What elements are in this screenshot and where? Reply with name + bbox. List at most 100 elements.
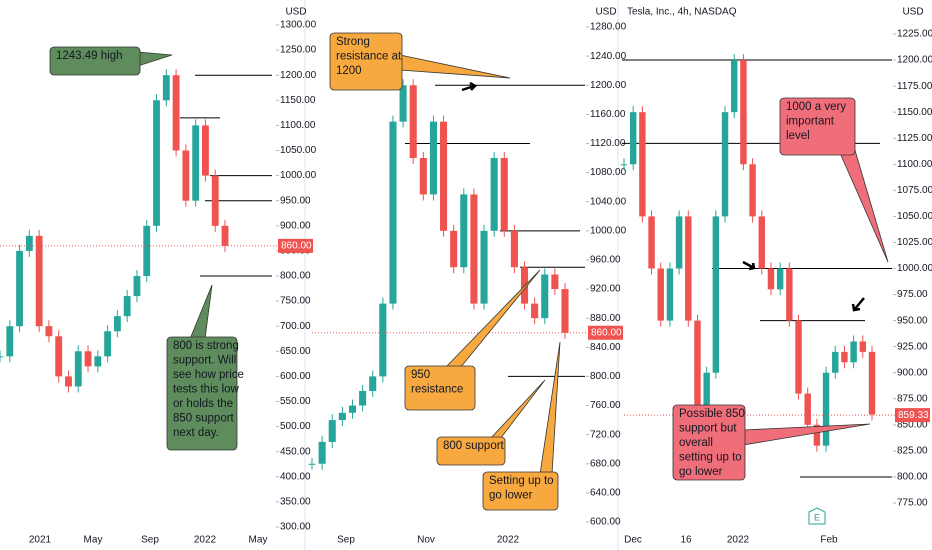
candle (419, 158, 427, 195)
candle (731, 60, 738, 113)
callout-box (779, 97, 856, 156)
candle (531, 303, 539, 319)
candle (133, 276, 141, 297)
candle (308, 463, 316, 465)
callout-text: 950 (411, 369, 430, 381)
y-tick-label: 950.00 (897, 315, 928, 326)
candle (65, 376, 72, 387)
price-tag (588, 325, 623, 340)
candle (328, 420, 336, 442)
y-tick-label: 1040.00 (590, 196, 627, 207)
callout-text: next day. (173, 427, 219, 439)
y-tick-label: 350.00 (280, 497, 311, 508)
candle (429, 121, 437, 195)
callout-text: support. Will (173, 355, 236, 367)
candle (153, 100, 160, 226)
y-tick-label: 600.00 (280, 371, 311, 382)
y-tick-label: 1240.00 (590, 51, 627, 62)
candle (703, 372, 710, 425)
y-tick-label: 550.00 (280, 396, 311, 407)
x-tick-label: 2021 (29, 535, 52, 546)
candle (143, 225, 151, 276)
y-tick-label: 1000.00 (280, 170, 317, 181)
y-tick-label: 700.00 (280, 321, 311, 332)
y-tick-label: 800.00 (897, 472, 928, 483)
candle (712, 216, 720, 373)
y-tick-label: 950.00 (280, 195, 311, 206)
candle (822, 372, 830, 446)
y-tick-label: 960.00 (590, 255, 621, 266)
callout-text: 800 support (443, 440, 505, 452)
earnings-icon[interactable]: E (808, 507, 826, 525)
candle (182, 150, 190, 201)
candle (440, 121, 448, 231)
y-tick-label: 680.00 (590, 458, 621, 469)
price-tag-label: 860.00 (281, 241, 312, 252)
candle (510, 230, 518, 268)
x-tick-label: Sep (141, 535, 159, 546)
candle (55, 336, 63, 377)
x-tick-label: Feb (820, 535, 838, 546)
candle (359, 390, 367, 406)
callout-text: 1000 a very (786, 101, 846, 113)
callout-text: setting up to (679, 452, 742, 464)
currency-label: USD (285, 7, 306, 18)
y-tick-label: 1080.00 (590, 167, 627, 178)
callout-text: Possible 850 (679, 408, 745, 420)
y-tick-label: 825.00 (897, 446, 928, 457)
candle (25, 235, 33, 251)
y-tick-label: 1100.00 (897, 159, 932, 170)
y-tick-label: 1075.00 (897, 185, 932, 196)
candle (221, 225, 229, 246)
candle (490, 158, 498, 231)
callout-text: 1200 (336, 65, 362, 77)
candle (369, 376, 377, 391)
earnings-icon-letter: E (814, 512, 820, 522)
candle (666, 268, 674, 321)
y-tick-label: 920.00 (590, 284, 621, 295)
callout-text: resistance (411, 384, 463, 396)
y-tick-label: 640.00 (590, 488, 621, 499)
y-tick-label: 1175.00 (897, 81, 932, 92)
x-tick-label: Sep (337, 535, 355, 546)
y-tick-label: 650.00 (280, 346, 311, 357)
x-tick-label: May (84, 535, 103, 546)
y-tick-label: 450.00 (280, 446, 311, 457)
y-tick-label: 600.00 (590, 517, 621, 528)
candle (16, 250, 23, 327)
y-tick-label: 925.00 (897, 341, 928, 352)
candle (749, 164, 756, 217)
candle (480, 230, 488, 304)
callout-box (329, 32, 403, 91)
candle (409, 85, 417, 159)
y-tick-label: 1225.00 (897, 29, 932, 40)
candle (84, 351, 92, 367)
candle (113, 316, 121, 332)
callout-text: see how price (173, 369, 244, 381)
candle (172, 75, 180, 151)
y-tick-label: 900.00 (280, 220, 311, 231)
x-tick-label: 16 (680, 535, 692, 546)
price-tag (895, 408, 930, 423)
currency-label: USD (902, 7, 923, 18)
callout-text: overall (679, 437, 713, 449)
arrow-icon (461, 81, 478, 92)
callout-box (49, 46, 141, 76)
y-tick-label: 1200.00 (897, 55, 932, 66)
callout-box (166, 336, 238, 451)
price-tag-label: 859.33 (898, 410, 929, 421)
y-tick-label: 1250.00 (280, 45, 317, 56)
callout-text: go lower (489, 490, 533, 502)
x-tick-label: 2022 (497, 535, 520, 546)
callout-text: tests this low (173, 384, 240, 396)
candle (841, 351, 848, 363)
callout-text: or holds the (173, 398, 233, 410)
x-tick-label: 2022 (194, 535, 217, 546)
y-tick-label: 875.00 (897, 393, 928, 404)
currency-label: USD (595, 7, 616, 18)
callout-text: 800 is strong (173, 340, 239, 352)
candle (500, 158, 508, 231)
candle (94, 356, 102, 367)
candle (379, 303, 387, 377)
candle (721, 112, 729, 217)
